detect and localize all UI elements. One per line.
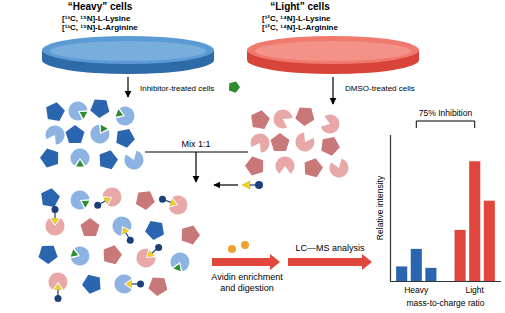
svg-text:LC—MS analysis: LC—MS analysis	[295, 243, 365, 253]
svg-text:“Light” cells: “Light” cells	[270, 1, 330, 12]
svg-text:mass-to-charge ratio: mass-to-charge ratio	[407, 298, 485, 308]
svg-text:[¹³C, ¹⁵N]-L-Arginine: [¹³C, ¹⁵N]-L-Arginine	[62, 23, 138, 32]
svg-text:[¹³C, ¹⁵N]-L-Lysine: [¹³C, ¹⁵N]-L-Lysine	[62, 14, 131, 23]
svg-text:DMSO-treated cells: DMSO-treated cells	[345, 84, 415, 93]
svg-text:Mix 1:1: Mix 1:1	[181, 139, 210, 149]
svg-text:75% Inhibition: 75% Inhibition	[419, 108, 473, 118]
html-text:Avidin enrichment and digestio: Avidin enrichment and digestion	[211, 272, 283, 293]
svg-text:[¹²C, ¹⁴N]-L-Arginine: [¹²C, ¹⁴N]-L-Arginine	[262, 23, 338, 32]
svg-text:“Heavy” cells: “Heavy” cells	[68, 1, 133, 12]
svg-text:Relative intensity: Relative intensity	[375, 175, 385, 240]
svg-text:[¹²C, ¹⁴N]-L-Lysine: [¹²C, ¹⁴N]-L-Lysine	[262, 14, 331, 23]
svg-text:Heavy: Heavy	[404, 285, 429, 295]
svg-text:Light: Light	[465, 285, 484, 295]
svg-text:Inhibitor-treated cells: Inhibitor-treated cells	[140, 84, 214, 93]
